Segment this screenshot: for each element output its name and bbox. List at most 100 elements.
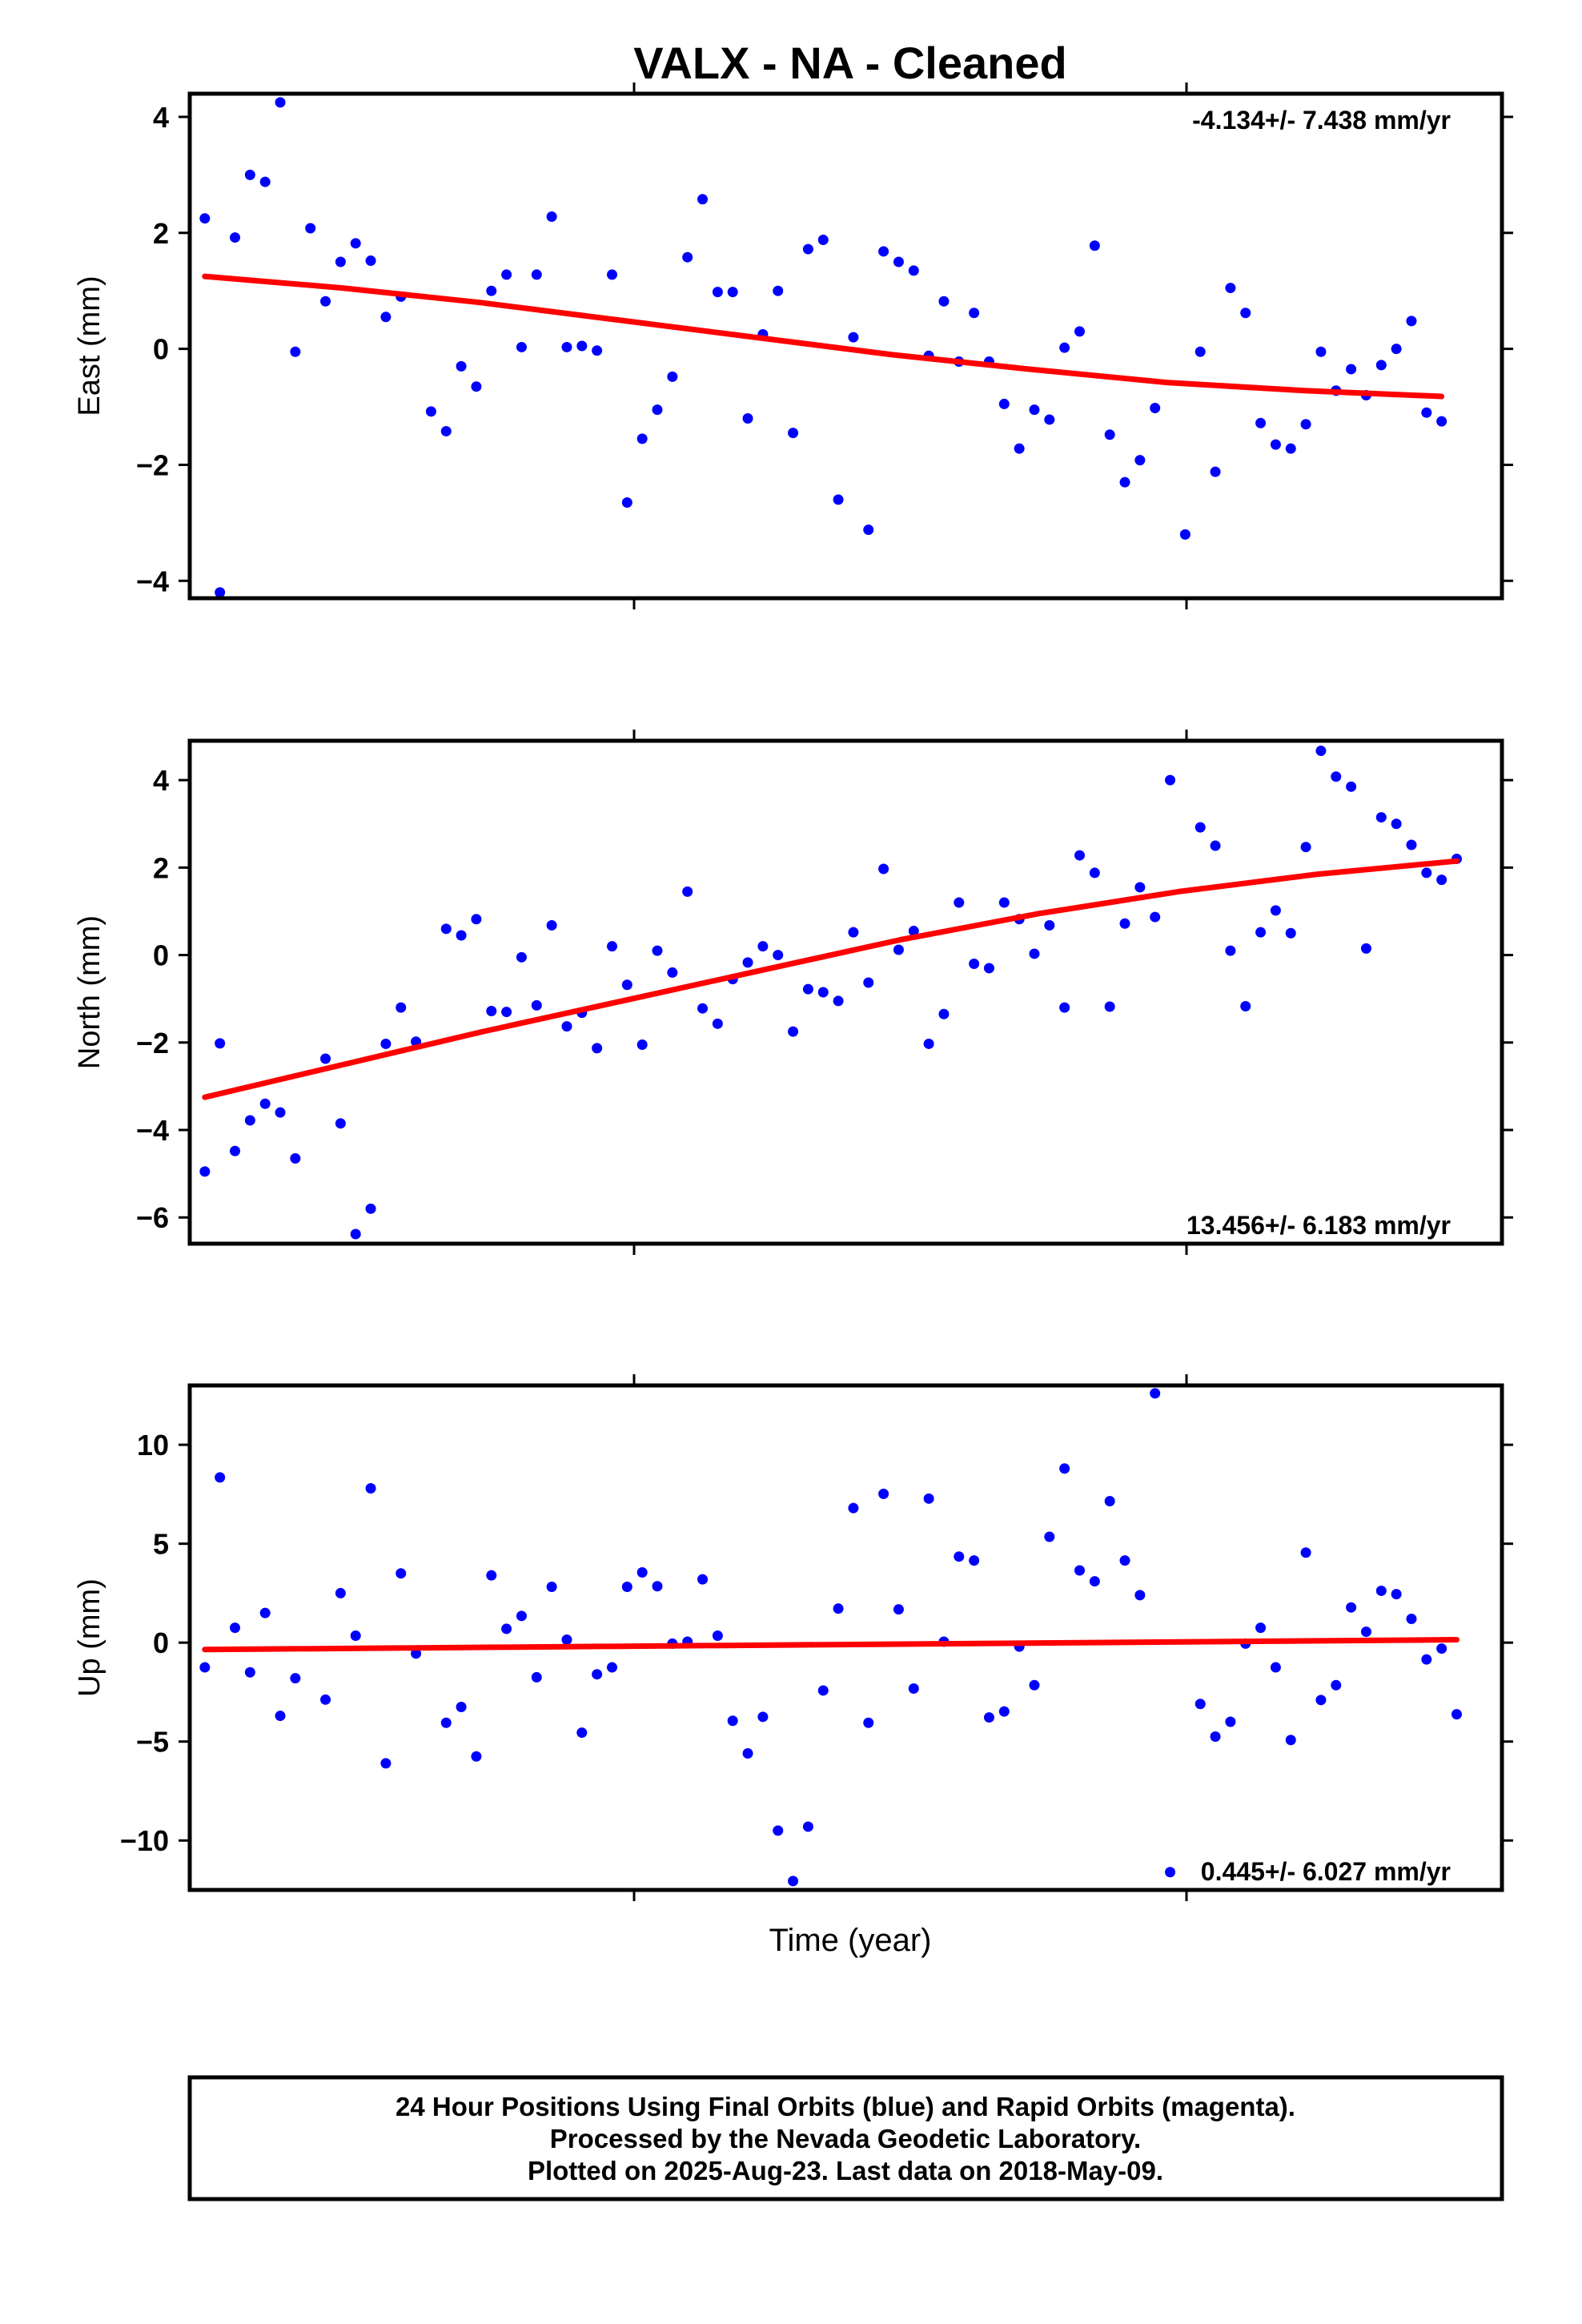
east-point — [727, 287, 738, 298]
east-point — [667, 371, 678, 382]
up-point — [802, 1821, 813, 1832]
north-point — [1270, 905, 1281, 916]
up-point — [1165, 1867, 1176, 1878]
up-point — [1391, 1589, 1402, 1600]
east-point — [592, 345, 603, 356]
north-point — [863, 977, 874, 988]
north-point — [456, 930, 467, 941]
up-y-axis-label: Up (mm) — [73, 1578, 106, 1697]
east-point — [305, 223, 316, 234]
north-point — [938, 1008, 950, 1019]
up-point — [863, 1717, 874, 1728]
up-point — [848, 1502, 859, 1514]
up-point — [1421, 1654, 1432, 1665]
east-point — [259, 176, 271, 187]
east-plot-frame — [187, 91, 1504, 601]
north-point — [1406, 839, 1417, 850]
up-point — [440, 1717, 452, 1728]
up-point — [516, 1610, 527, 1622]
north-point — [215, 1038, 226, 1049]
up-point — [893, 1604, 904, 1615]
east-point — [802, 243, 813, 255]
north-point — [998, 897, 1010, 908]
east-point — [636, 433, 648, 444]
east-point — [1436, 416, 1447, 427]
up-point — [923, 1493, 934, 1504]
north-point — [275, 1107, 286, 1118]
east-point — [350, 238, 361, 249]
north-point — [636, 1039, 648, 1051]
north-point — [561, 1021, 572, 1032]
east-ytick-label: −2 — [136, 448, 169, 481]
east-point — [621, 497, 632, 509]
east-point — [244, 169, 255, 180]
north-point — [1300, 842, 1311, 853]
north-point — [923, 1038, 934, 1049]
east-point — [1119, 476, 1130, 488]
north-point — [1391, 818, 1402, 830]
east-point — [471, 381, 482, 392]
east-point — [1285, 443, 1296, 454]
east-point — [833, 494, 844, 505]
north-point — [652, 945, 663, 956]
north-point — [833, 995, 844, 1007]
footer-line-1: 24 Hour Positions Using Final Orbits (bl… — [396, 2092, 1295, 2121]
up-point — [1059, 1463, 1070, 1474]
north-point — [1074, 850, 1086, 861]
north-point — [682, 886, 693, 897]
up-point — [471, 1751, 482, 1762]
east-point — [380, 312, 391, 323]
east-point — [215, 587, 226, 598]
north-point — [1044, 919, 1055, 931]
east-point — [275, 97, 286, 108]
east-point — [878, 246, 889, 257]
north-point — [621, 979, 632, 991]
north-point — [954, 897, 965, 908]
north-point — [788, 1026, 799, 1037]
up-point — [1210, 1731, 1221, 1743]
up-point — [1270, 1662, 1281, 1673]
footer-box — [187, 2075, 1504, 2201]
east-point — [1225, 283, 1236, 294]
up-point — [908, 1683, 919, 1694]
east-point — [1029, 404, 1040, 416]
up-point — [1089, 1576, 1100, 1587]
up-point — [1225, 1716, 1236, 1727]
north-point — [531, 999, 542, 1011]
north-point — [1285, 927, 1296, 939]
east-point — [516, 341, 527, 352]
east-point — [456, 360, 467, 372]
up-ytick-label: 0 — [153, 1626, 169, 1659]
north-point — [546, 919, 557, 931]
east-point — [848, 332, 859, 343]
up-point — [773, 1825, 784, 1836]
up-point — [969, 1555, 980, 1566]
north-ytick-label: −6 — [136, 1201, 169, 1234]
north-ytick-label: −4 — [136, 1114, 169, 1147]
up-point — [1074, 1565, 1086, 1576]
north-point — [244, 1115, 255, 1126]
east-point — [1240, 308, 1251, 319]
east-point — [1134, 455, 1146, 466]
east-point — [290, 346, 301, 357]
north-point — [290, 1153, 301, 1164]
x-axis-label: Time (year) — [769, 1923, 932, 1958]
north-point — [440, 923, 452, 935]
up-ytick-label: −10 — [120, 1824, 169, 1857]
up-point — [1331, 1679, 1342, 1691]
up-point — [335, 1587, 346, 1598]
up-point — [621, 1582, 632, 1593]
up-point — [290, 1673, 301, 1684]
north-point — [1315, 746, 1327, 757]
north-point — [471, 914, 482, 925]
north-ytick-label: 2 — [153, 851, 169, 884]
up-ytick-label: 10 — [137, 1429, 169, 1462]
up-point — [1029, 1679, 1040, 1691]
footer-line-3: Plotted on 2025-Aug-23. Last data on 201… — [528, 2156, 1163, 2185]
up-point — [1150, 1388, 1161, 1399]
north-point — [259, 1098, 271, 1109]
up-point — [636, 1566, 648, 1578]
up-plot-frame — [187, 1383, 1504, 1892]
north-point — [1195, 822, 1206, 833]
up-ytick-label: 5 — [153, 1528, 169, 1561]
